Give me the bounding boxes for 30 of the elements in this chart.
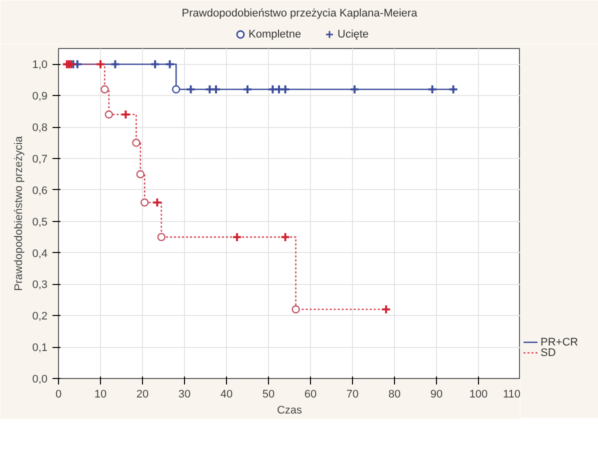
x-tick-label: 10: [94, 388, 107, 400]
x-tick-label: 100: [469, 388, 488, 400]
x-tick-label: 60: [304, 388, 317, 400]
y-tick-label: 0,8: [32, 122, 48, 134]
legend-label: Kompletne: [248, 28, 302, 40]
y-axis-title: Prawdopodobieństwo przeżycia: [13, 135, 26, 291]
y-tick-label: 0,5: [32, 216, 48, 228]
y-tick-label: 0,4: [32, 248, 48, 260]
legend-label: SD: [540, 346, 556, 359]
y-tick-label: 0,9: [32, 90, 48, 103]
y-tick-label: 0,6: [32, 184, 48, 197]
x-tick-label: 80: [388, 388, 401, 400]
chart-title: Prawdopodobieństwo przeżycia Kaplana-Meiera: [182, 8, 418, 20]
x-tick-label: 50: [262, 388, 275, 400]
x-tick-label: 90: [430, 388, 443, 400]
x-axis-title: Czas: [276, 404, 303, 416]
x-tick-label: 70: [346, 388, 359, 400]
y-tick-label: 1,0: [32, 59, 48, 72]
y-tick-label: 0,2: [32, 310, 48, 323]
y-tick-label: 0,0: [32, 374, 48, 386]
legend-label: Ucięte: [338, 28, 369, 40]
x-tick-label: 30: [178, 388, 191, 400]
x-tick-label: 0: [55, 388, 62, 400]
x-tick-label: 20: [136, 388, 149, 400]
x-tick-label: 110: [502, 388, 521, 400]
y-tick-label: 0,1: [32, 342, 48, 354]
y-tick-label: 0,7: [32, 154, 48, 166]
x-tick-label: 40: [220, 388, 233, 400]
y-tick-label: 0,3: [32, 279, 48, 292]
legend-label: PR+CR: [540, 336, 578, 348]
